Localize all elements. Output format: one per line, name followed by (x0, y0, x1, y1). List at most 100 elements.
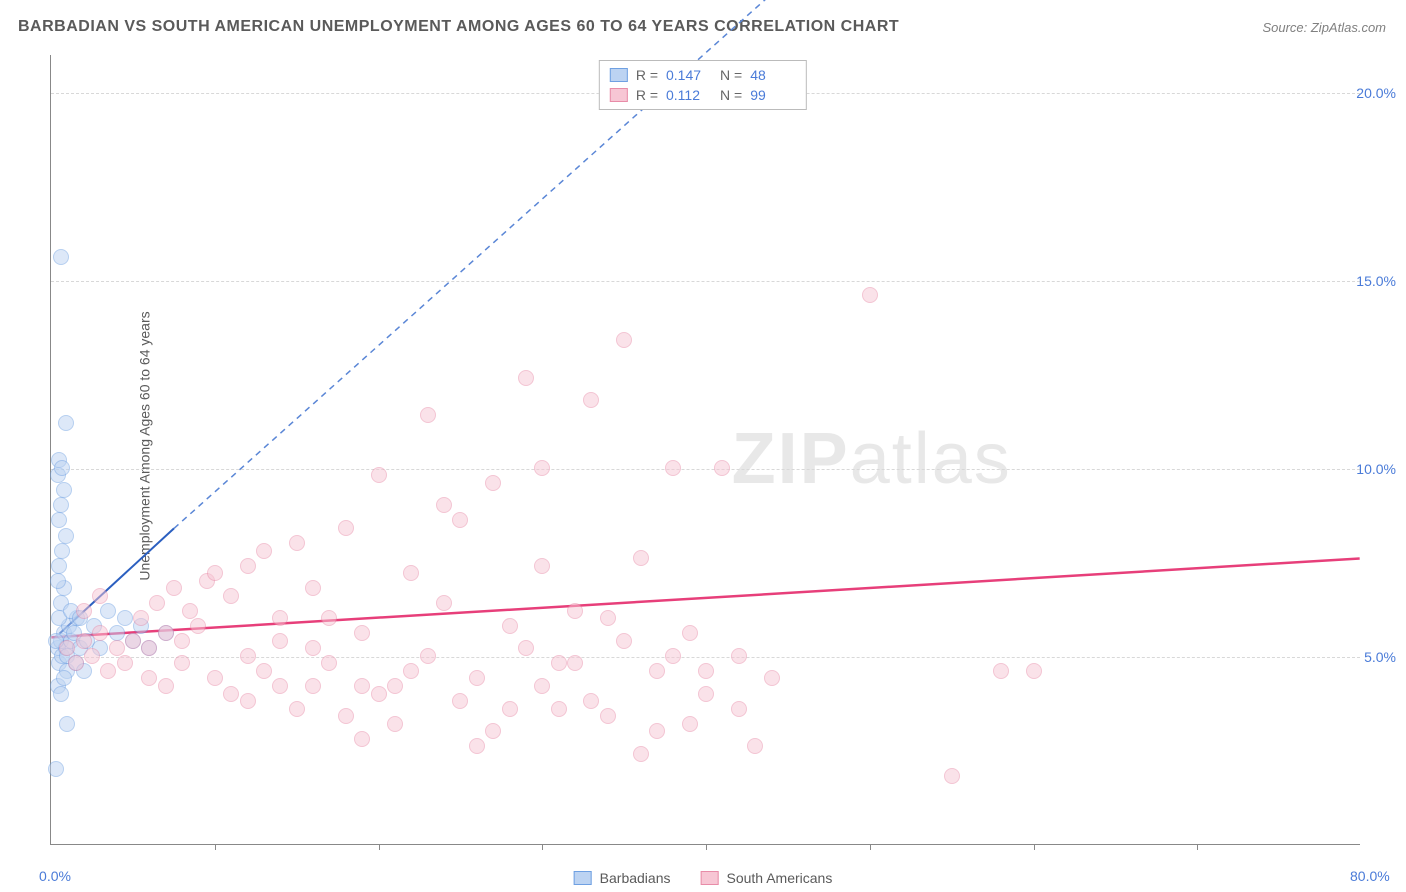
data-point (182, 603, 198, 619)
data-point (371, 467, 387, 483)
data-point (387, 678, 403, 694)
data-point (58, 528, 74, 544)
data-point (240, 693, 256, 709)
data-point (518, 370, 534, 386)
data-point (944, 768, 960, 784)
x-tick-mark (379, 844, 380, 850)
data-point (321, 610, 337, 626)
data-point (485, 723, 501, 739)
data-point (420, 407, 436, 423)
data-point (567, 603, 583, 619)
data-point (616, 633, 632, 649)
x-tick-mark (215, 844, 216, 850)
data-point (58, 415, 74, 431)
data-point (149, 595, 165, 611)
data-point (76, 633, 92, 649)
data-point (616, 332, 632, 348)
legend-label: Barbadians (600, 870, 671, 886)
swatch-south-americans (610, 88, 628, 102)
data-point (174, 633, 190, 649)
chart-title: BARBADIAN VS SOUTH AMERICAN UNEMPLOYMENT… (18, 18, 899, 36)
data-point (59, 716, 75, 732)
data-point (59, 640, 75, 656)
data-point (141, 640, 157, 656)
data-point (649, 663, 665, 679)
data-point (92, 625, 108, 641)
n-label: N = (720, 67, 742, 83)
data-point (567, 655, 583, 671)
data-point (649, 723, 665, 739)
data-point (56, 482, 72, 498)
r-label: R = (636, 87, 658, 103)
y-tick-label: 20.0% (1356, 85, 1396, 101)
gridline (51, 469, 1360, 470)
data-point (502, 701, 518, 717)
data-point (117, 655, 133, 671)
data-point (469, 738, 485, 754)
data-point (354, 678, 370, 694)
x-tick-mark (870, 844, 871, 850)
data-point (240, 648, 256, 664)
data-point (731, 701, 747, 717)
data-point (158, 625, 174, 641)
data-point (387, 716, 403, 732)
legend-item-south-americans: South Americans (700, 870, 832, 886)
data-point (50, 573, 66, 589)
data-point (551, 701, 567, 717)
data-point (371, 686, 387, 702)
data-point (665, 648, 681, 664)
data-point (289, 535, 305, 551)
data-point (403, 663, 419, 679)
legend-row-barbadians: R = 0.147 N = 48 (610, 65, 796, 85)
data-point (338, 708, 354, 724)
r-label: R = (636, 67, 658, 83)
n-value-barbadians: 48 (750, 67, 796, 83)
data-point (223, 588, 239, 604)
data-point (207, 670, 223, 686)
data-point (452, 512, 468, 528)
swatch-barbadians (610, 68, 628, 82)
data-point (92, 588, 108, 604)
data-point (551, 655, 567, 671)
data-point (403, 565, 419, 581)
y-tick-label: 5.0% (1364, 649, 1396, 665)
data-point (54, 460, 70, 476)
data-point (731, 648, 747, 664)
data-point (682, 716, 698, 732)
data-point (100, 663, 116, 679)
gridline (51, 281, 1360, 282)
data-point (485, 475, 501, 491)
data-point (452, 693, 468, 709)
data-point (534, 460, 550, 476)
data-point (600, 708, 616, 724)
data-point (272, 610, 288, 626)
scatter-plot: ZIPatlas (50, 55, 1360, 845)
data-point (354, 731, 370, 747)
data-point (583, 693, 599, 709)
data-point (862, 287, 878, 303)
data-point (682, 625, 698, 641)
data-point (56, 670, 72, 686)
data-point (68, 655, 84, 671)
data-point (469, 670, 485, 686)
r-value-barbadians: 0.147 (666, 67, 712, 83)
data-point (240, 558, 256, 574)
data-point (502, 618, 518, 634)
data-point (133, 610, 149, 626)
legend-label: South Americans (726, 870, 832, 886)
data-point (534, 678, 550, 694)
series-legend: Barbadians South Americans (574, 870, 833, 886)
n-label: N = (720, 87, 742, 103)
r-value-south-americans: 0.112 (666, 87, 712, 103)
x-tick-mark (706, 844, 707, 850)
data-point (51, 512, 67, 528)
x-axis-min: 0.0% (39, 868, 71, 884)
data-point (53, 497, 69, 513)
data-point (223, 686, 239, 702)
data-point (109, 625, 125, 641)
data-point (714, 460, 730, 476)
data-point (174, 655, 190, 671)
data-point (76, 603, 92, 619)
data-point (420, 648, 436, 664)
data-point (633, 746, 649, 762)
